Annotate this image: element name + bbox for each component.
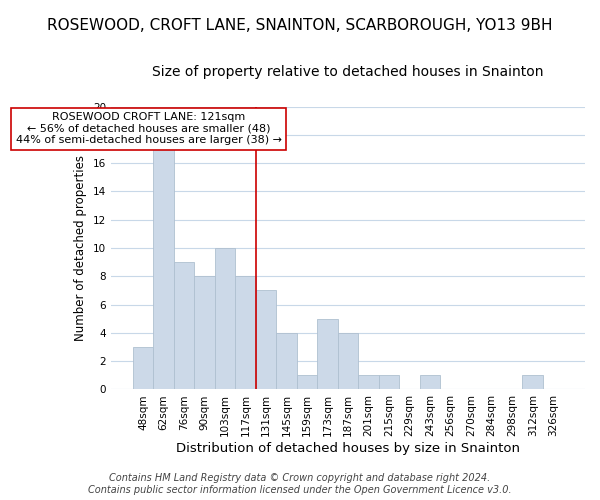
Text: ROSEWOOD, CROFT LANE, SNAINTON, SCARBOROUGH, YO13 9BH: ROSEWOOD, CROFT LANE, SNAINTON, SCARBORO… xyxy=(47,18,553,32)
Text: ROSEWOOD CROFT LANE: 121sqm
← 56% of detached houses are smaller (48)
44% of sem: ROSEWOOD CROFT LANE: 121sqm ← 56% of det… xyxy=(16,112,282,146)
Bar xyxy=(379,376,400,390)
Bar xyxy=(523,376,543,390)
Text: Contains HM Land Registry data © Crown copyright and database right 2024.
Contai: Contains HM Land Registry data © Crown c… xyxy=(88,474,512,495)
Bar xyxy=(215,248,235,390)
Bar xyxy=(297,376,317,390)
Bar xyxy=(276,333,297,390)
Bar xyxy=(194,276,215,390)
Bar xyxy=(420,376,440,390)
Bar xyxy=(133,347,153,390)
Bar xyxy=(256,290,276,390)
Bar xyxy=(174,262,194,390)
Bar xyxy=(153,149,174,390)
Bar xyxy=(358,376,379,390)
Bar xyxy=(317,318,338,390)
Bar xyxy=(235,276,256,390)
Title: Size of property relative to detached houses in Snainton: Size of property relative to detached ho… xyxy=(152,65,544,79)
Y-axis label: Number of detached properties: Number of detached properties xyxy=(74,155,88,341)
X-axis label: Distribution of detached houses by size in Snainton: Distribution of detached houses by size … xyxy=(176,442,520,455)
Bar xyxy=(338,333,358,390)
